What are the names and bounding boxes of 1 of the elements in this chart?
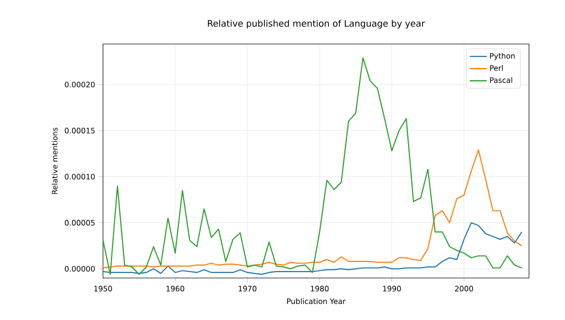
- chart-title: Relative published mention of Language by year: [208, 20, 425, 28]
